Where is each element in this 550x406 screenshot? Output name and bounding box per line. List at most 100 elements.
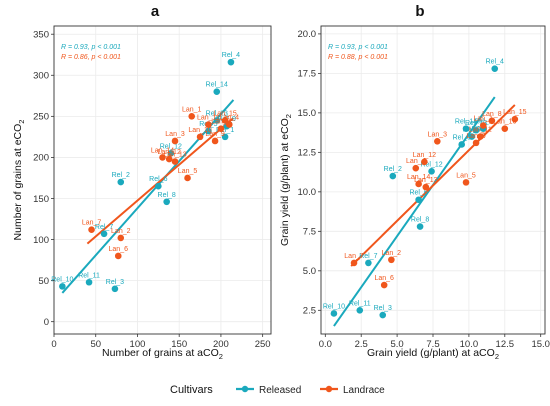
data-point-lan-10	[196, 133, 204, 141]
data-point-rel-1	[221, 133, 229, 141]
y-tick-label: 15.0	[298, 108, 317, 119]
point-label-lan-13: Lan_13	[414, 177, 437, 184]
data-point-rel-12	[167, 150, 175, 157]
data-point-lan-9	[211, 137, 219, 145]
data-point-lan-4	[412, 164, 420, 172]
data-point-rel-3	[379, 311, 387, 319]
fit-line-released	[61, 99, 235, 294]
data-point-rel-10	[330, 310, 338, 317]
x-tick-label: 0	[51, 339, 56, 350]
data-point-lan-11	[477, 133, 484, 140]
data-point-rel-3	[111, 285, 119, 293]
point-label-lan-14: Lan_14	[407, 174, 430, 181]
data-point-lan-6	[114, 252, 122, 260]
y-axis-title: Grain yield (g/plant) at eCO2	[279, 114, 293, 246]
point-label-lan-9: Lan_9	[466, 133, 486, 140]
point-label-lan-10: Lan_10	[188, 127, 211, 134]
x-tick-label: 0.0	[319, 339, 332, 350]
data-point-rel-2	[389, 172, 397, 180]
data-point-lan-4	[225, 121, 233, 128]
data-point-lan-3	[434, 138, 441, 145]
data-point-lan-11	[205, 121, 212, 128]
data-point-rel-11	[85, 278, 93, 286]
stat-annotation-landrace: R = 0.88, p < 0.001	[328, 54, 388, 61]
point-label-rel-7: Rel_7	[359, 253, 377, 260]
point-label-lan-1: Lan_1	[474, 116, 494, 123]
point-label-rel-3: Rel_3	[374, 305, 392, 312]
point-label-rel-14: Rel_14	[206, 82, 228, 89]
data-point-rel-6	[155, 182, 162, 190]
point-label-lan-11: Lan_11	[469, 127, 492, 134]
point-label-lan-1: Lan_1	[182, 106, 202, 113]
point-label-rel-9: Rel_9	[463, 127, 481, 134]
data-point-lan-13	[171, 158, 179, 165]
y-tick-label: 0	[44, 317, 49, 328]
point-label-lan-11: Lan_11	[197, 115, 220, 122]
data-point-lan-5	[184, 174, 191, 182]
point-label-lan-8: Lan_8	[482, 111, 502, 118]
point-label-lan-4: Lan_4	[220, 115, 240, 122]
point-label-rel-11: Rel_11	[349, 300, 371, 307]
data-point-rel-7	[365, 259, 372, 267]
point-label-rel-5: Rel_5	[453, 134, 471, 141]
x-tick-label: 2.5	[355, 339, 368, 350]
data-point-lan-7	[350, 259, 358, 267]
data-point-lan-15	[221, 117, 229, 124]
point-label-lan-15: Lan_15	[213, 110, 236, 117]
point-label-lan-15: Lan_15	[503, 109, 526, 116]
data-point-lan-3	[171, 137, 179, 145]
data-point-rel-13	[472, 126, 480, 134]
data-point-rel-14	[213, 88, 221, 96]
point-label-lan-5: Lan_5	[178, 168, 198, 175]
fit-line-released	[333, 96, 496, 327]
x-axis-title: Number of grains at aCO2	[102, 347, 223, 361]
x-tick-label: 150	[171, 339, 187, 350]
data-point-lan-14	[159, 154, 166, 161]
y-tick-label: 100	[33, 235, 49, 246]
point-label-lan-13: Lan_13	[163, 152, 186, 159]
x-tick-label: 200	[213, 339, 229, 350]
data-point-lan-1	[479, 122, 487, 129]
point-label-rel-7: Rel_7	[95, 224, 113, 231]
point-label-lan-6: Lan_6	[374, 275, 394, 282]
point-label-lan-3: Lan_3	[428, 131, 448, 138]
data-point-rel-8	[163, 198, 170, 206]
data-point-rel-5	[458, 141, 466, 148]
legend-label-landrace: Landrace	[343, 385, 385, 396]
y-tick-label: 50	[38, 276, 49, 287]
y-tick-label: 17.5	[298, 69, 317, 80]
point-label-rel-1: Rel_1	[474, 119, 492, 126]
data-point-rel-8	[416, 223, 424, 230]
data-point-rel-6	[415, 196, 422, 204]
point-label-rel-4: Rel_4	[222, 52, 240, 59]
y-tick-label: 150	[33, 194, 49, 205]
point-label-lan-2: Lan_2	[382, 250, 402, 257]
data-point-lan-12	[421, 158, 428, 166]
y-axis-title: Number of grains at eCO2	[12, 120, 26, 241]
data-point-rel-14	[462, 125, 470, 132]
point-label-rel-3: Rel_3	[106, 279, 124, 286]
point-label-lan-10: Lan_10	[493, 119, 516, 126]
data-point-lan-2	[388, 256, 395, 264]
legend: Cultivars Released Landrace	[170, 384, 385, 396]
y-tick-label: 20.0	[298, 29, 317, 40]
y-tick-label: 2.5	[303, 306, 316, 317]
x-tick-label: 50	[90, 339, 101, 350]
data-point-lan-10	[501, 125, 509, 132]
data-point-rel-10	[59, 283, 66, 290]
y-tick-label: 10.0	[298, 187, 317, 198]
data-point-lan-12	[165, 155, 173, 163]
point-label-rel-12: Rel_12	[160, 143, 182, 150]
data-point-lan-2	[117, 234, 125, 242]
point-label-rel-11: Rel_11	[78, 272, 100, 279]
data-point-lan-1	[188, 113, 196, 120]
point-label-rel-6: Rel_6	[149, 176, 167, 183]
point-label-rel-1: Rel_1	[216, 127, 234, 134]
data-point-lan-5	[462, 179, 470, 186]
point-label-lan-8: Lan_8	[211, 119, 231, 126]
point-label-rel-6: Rel_6	[409, 190, 427, 197]
data-point-rel-4	[227, 58, 235, 66]
data-point-lan-6	[380, 281, 388, 289]
y-tick-label: 350	[33, 30, 49, 41]
data-point-lan-8	[217, 125, 225, 132]
